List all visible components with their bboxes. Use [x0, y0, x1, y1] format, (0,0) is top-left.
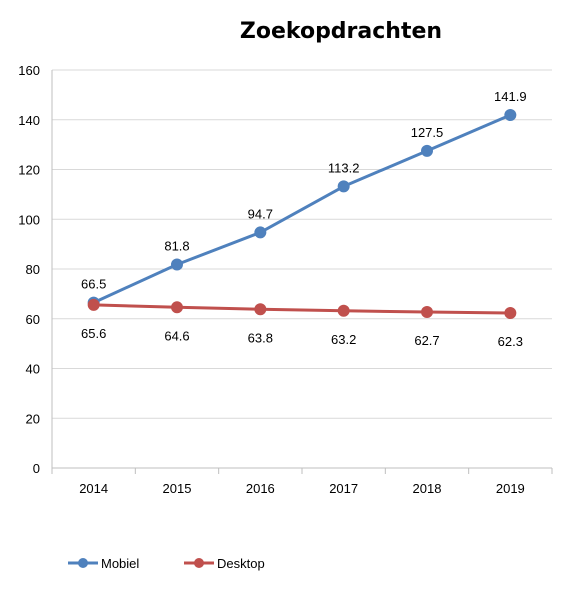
data-label-desktop-2016: 63.8: [248, 330, 273, 345]
y-tick-label-100: 100: [18, 212, 40, 227]
data-point-mobiel-2015: [171, 258, 183, 271]
legend-label-mobiel: Mobiel: [101, 556, 139, 571]
data-label-desktop-2015: 64.6: [164, 328, 189, 343]
data-point-desktop-2017: [337, 304, 350, 317]
legend-swatch-marker-desktop: [194, 558, 204, 568]
y-tick-label-20: 20: [26, 411, 40, 426]
data-label-mobiel-2017: 113.2: [328, 160, 360, 175]
x-tick-label-2015: 2015: [163, 481, 192, 496]
data-label-desktop-2019: 62.3: [498, 334, 523, 349]
data-point-mobiel-2018: [421, 144, 433, 157]
data-label-mobiel-2014: 66.5: [81, 277, 106, 292]
data-label-desktop-2014: 65.6: [81, 326, 106, 341]
x-tick-label-2016: 2016: [246, 481, 275, 496]
series-line-desktop: [93, 303, 511, 315]
x-tick-label-2019: 2019: [496, 481, 525, 496]
data-label-mobiel-2016: 94.7: [248, 206, 273, 221]
data-label-mobiel-2015: 81.8: [164, 239, 189, 254]
data-label-desktop-2018: 62.7: [414, 333, 439, 348]
y-tick-label-0: 0: [33, 461, 40, 476]
data-label-mobiel-2018: 127.5: [411, 125, 444, 140]
x-tick-label-2017: 2017: [329, 481, 358, 496]
data-point-desktop-2015: [171, 301, 183, 314]
y-tick-label-140: 140: [18, 113, 40, 128]
data-label-desktop-2017: 63.2: [331, 332, 356, 347]
y-tick-label-60: 60: [26, 312, 40, 327]
data-point-desktop-2014: [87, 298, 100, 311]
data-point-desktop-2019: [504, 307, 517, 320]
legend: Mobiel Desktop: [68, 556, 265, 571]
legend-swatch-marker-mobiel: [78, 558, 88, 568]
chart-title: Zoekopdrachten: [240, 19, 442, 44]
data-point-desktop-2016: [254, 303, 267, 316]
legend-label-desktop: Desktop: [217, 556, 265, 571]
x-tick-label-2018: 2018: [413, 481, 442, 496]
data-label-mobiel-2019: 141.9: [494, 89, 527, 104]
data-labels: 66.5 81.8 94.7 113.2 127.5 141.9 65.6 64.6 63.8 6…: [81, 89, 527, 349]
axes: 0 20 40 60 80 100 120 140 160 2014 2015 2016 2017 201…: [18, 63, 553, 496]
data-point-desktop-2018: [421, 306, 433, 319]
y-tick-label-80: 80: [26, 262, 40, 277]
data-point-mobiel-2016: [254, 226, 267, 239]
x-tick-label-2014: 2014: [79, 481, 108, 496]
data-point-mobiel-2019: [504, 109, 517, 122]
y-tick-label-120: 120: [18, 163, 40, 178]
series-layer: [87, 109, 517, 320]
y-tick-label-160: 160: [18, 63, 40, 78]
gridlines: [52, 69, 552, 419]
data-point-mobiel-2017: [337, 180, 350, 193]
series-line-mobiel: [93, 113, 511, 304]
y-tick-label-40: 40: [26, 362, 40, 377]
